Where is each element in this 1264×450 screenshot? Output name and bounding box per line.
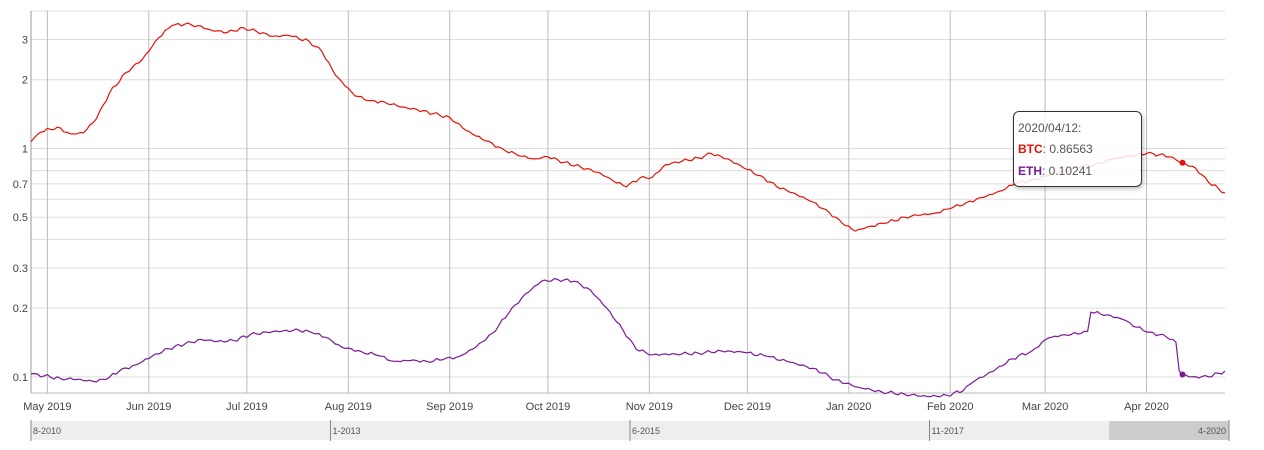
x-tick-label: Dec 2019 — [724, 401, 771, 413]
y-tick-label: 0.2 — [13, 303, 28, 315]
x-tick-label: Aug 2019 — [325, 401, 372, 413]
navigator-label: 6-2015 — [632, 426, 660, 436]
hover-markers — [1179, 159, 1186, 378]
x-tick-label: Mar 2020 — [1022, 401, 1068, 413]
y-tick-label: 0.3 — [13, 263, 28, 275]
y-tick-label: 3 — [22, 35, 28, 47]
y-axis: 0.1 0.2 0.3 0.5 0.7 1 2 3 — [13, 35, 28, 384]
tooltip-eth-value: 0.10241 — [1048, 164, 1093, 178]
navigator-label: 11-2017 — [932, 426, 964, 436]
x-tick-label: Jan 2020 — [826, 401, 871, 413]
x-tick-label: Jul 2019 — [226, 401, 268, 413]
series-eth-line — [30, 278, 1226, 398]
navigator-label: 4-2020 — [1198, 426, 1226, 436]
navigator-label: 1-2013 — [333, 426, 361, 436]
tooltip: 2020/04/12: BTC: 0.86563 ETH: 0.10241 — [1013, 111, 1142, 187]
x-tick-label: Apr 2020 — [1124, 401, 1169, 413]
series-lines — [30, 22, 1226, 398]
tooltip-eth-name: ETH — [1018, 164, 1042, 178]
x-axis: May 2019 Jun 2019 Jul 2019 Aug 2019 Sep 2019… — [23, 401, 1169, 413]
tooltip-btc-value: 0.86563 — [1049, 142, 1093, 156]
x-tick-label: Feb 2020 — [927, 401, 973, 413]
x-tick-label: Oct 2019 — [526, 401, 571, 413]
grid — [30, 10, 1225, 394]
marker-btc — [1179, 159, 1186, 166]
y-tick-label: 2 — [22, 75, 28, 87]
y-tick-label: 1 — [22, 144, 28, 156]
navigator[interactable]: 8-2010 1-2013 6-2015 11-2017 4-2020 — [30, 420, 1230, 441]
tooltip-row-eth: ETH: 0.10241 — [1018, 164, 1093, 178]
navigator-label: 8-2010 — [33, 426, 61, 436]
navigator-selection[interactable] — [1109, 421, 1229, 440]
tooltip-date: 2020/04/12: — [1018, 121, 1082, 135]
marker-eth — [1179, 371, 1186, 378]
y-tick-label: 0.7 — [13, 179, 28, 191]
tooltip-btc-name: BTC — [1018, 142, 1043, 156]
x-tick-label: May 2019 — [23, 401, 71, 413]
y-tick-label: 0.5 — [13, 212, 28, 224]
x-tick-label: Sep 2019 — [426, 401, 473, 413]
x-tick-label: Nov 2019 — [626, 401, 673, 413]
y-tick-label: 0.1 — [13, 372, 28, 384]
x-tick-label: Jun 2019 — [126, 401, 171, 413]
tooltip-row-btc: BTC: 0.86563 — [1018, 142, 1093, 156]
